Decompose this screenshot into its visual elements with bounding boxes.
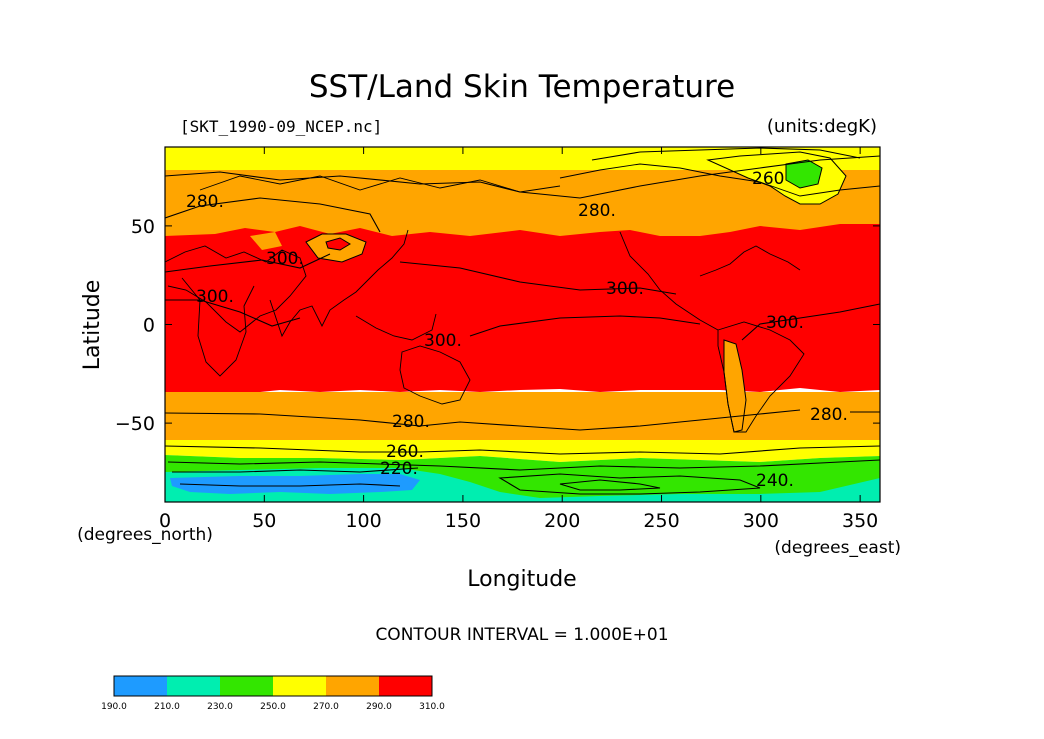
legend-label: 290.0	[366, 702, 392, 712]
contour-label: 280.	[810, 405, 848, 425]
legend-swatch	[220, 676, 273, 696]
contour-label: 260.	[386, 442, 424, 462]
contour-label: 240.	[756, 471, 794, 491]
legend-label: 230.0	[207, 702, 233, 712]
x-tick-label: 150	[445, 510, 481, 532]
legend-swatch	[379, 676, 432, 696]
contour-label: 280.	[392, 412, 430, 432]
x-axis-title: Longitude	[467, 567, 576, 592]
map-area: 280. 300. 300. 300. 300. 300. 280. 260 2…	[165, 147, 880, 502]
legend-swatch	[326, 676, 379, 696]
legend-swatch	[273, 676, 326, 696]
units-label: (units:degK)	[767, 116, 877, 137]
tibet-core	[325, 237, 351, 251]
contour-label: 300.	[266, 249, 304, 269]
x-axis: 0 50 100 150 200 250 300 350	[159, 147, 878, 532]
legend-label: 270.0	[313, 702, 339, 712]
file-label: [SKT_1990-09_NCEP.nc]	[180, 117, 382, 136]
contour-labels: 280. 300. 300. 300. 300. 300. 280. 260 2…	[186, 169, 848, 491]
legend-label: 250.0	[260, 702, 286, 712]
legend-label: 310.0	[419, 702, 445, 712]
y-axis: −50 0 50	[115, 216, 880, 435]
x-tick-label: 100	[345, 510, 381, 532]
x-unit-label: (degrees_east)	[774, 538, 901, 558]
y-tick-label: 50	[131, 216, 155, 238]
north-orange-tongue	[250, 232, 282, 250]
contour-label: 300.	[606, 279, 644, 299]
contour-label: 300.	[196, 287, 234, 307]
contour-label: 260	[752, 169, 784, 189]
contour-label: 280.	[578, 201, 616, 221]
x-tick-label: 50	[252, 510, 276, 532]
contour-label: 220.	[380, 459, 418, 479]
x-tick-label: 200	[544, 510, 580, 532]
y-axis-title: Latitude	[80, 280, 105, 371]
color-legend: 190.0 210.0 230.0 250.0 270.0 290.0 310.0	[101, 675, 445, 712]
legend-label: 210.0	[154, 702, 180, 712]
x-tick-label: 250	[643, 510, 679, 532]
greenland-cold-core	[785, 159, 823, 189]
band-red-tropics	[165, 224, 880, 404]
y-unit-label: (degrees_north)	[77, 525, 213, 545]
contour-lines	[165, 147, 880, 495]
band-yellow-south	[165, 440, 880, 462]
x-tick-label: 300	[743, 510, 779, 532]
contour-interval-note: CONTOUR INTERVAL = 1.000E+01	[375, 625, 668, 645]
contour-label: 300.	[766, 313, 804, 333]
legend-swatch	[114, 676, 167, 696]
contour-label: 280.	[186, 192, 224, 212]
legend-frame	[113, 675, 433, 697]
x-tick-label: 350	[842, 510, 878, 532]
x-tick-label: 0	[159, 510, 171, 532]
band-orange-south	[165, 392, 880, 442]
band-blue-antarctic	[170, 474, 420, 494]
y-tick-label: −50	[115, 413, 155, 435]
y-tick-label: 0	[143, 315, 155, 337]
chart-title: SST/Land Skin Temperature	[309, 69, 735, 105]
legend-label: 190.0	[101, 702, 127, 712]
contour-label: 300.	[424, 331, 462, 351]
legend-swatch	[167, 676, 220, 696]
